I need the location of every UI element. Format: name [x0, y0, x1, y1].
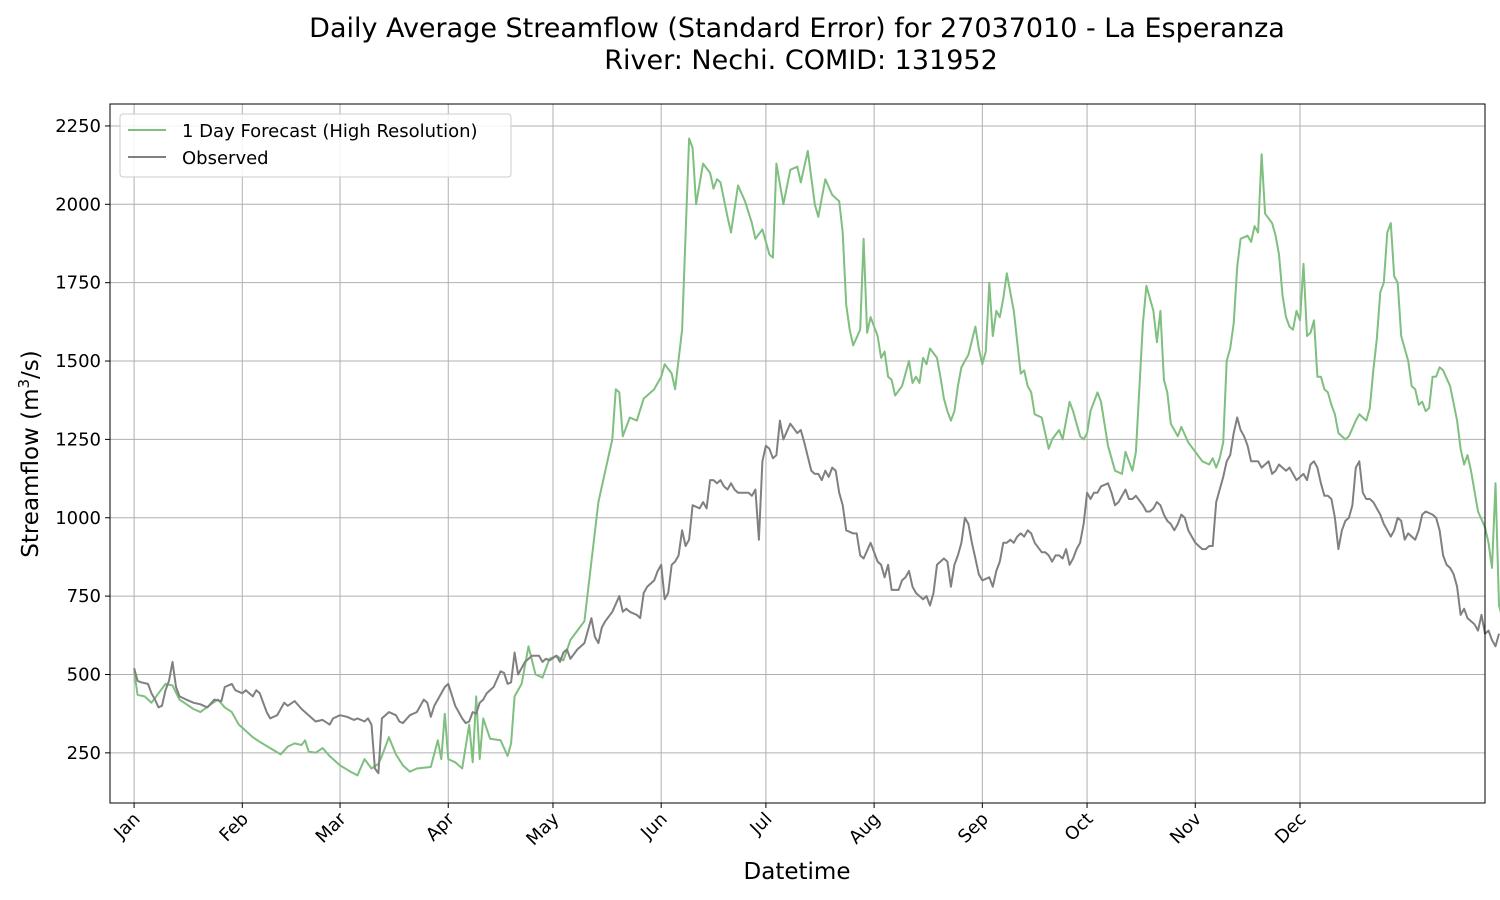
- y-axis-label-end: /s): [18, 350, 44, 379]
- chart-title-line-1: Daily Average Streamflow (Standard Error…: [309, 13, 1285, 44]
- plot-frame: [109, 103, 1486, 804]
- series-lines: [133, 137, 1500, 777]
- y-tick-label: 1000: [55, 508, 101, 529]
- y-tick-label: 1250: [55, 429, 101, 450]
- y-tick-label: 750: [67, 586, 101, 607]
- y-tick-label: 250: [67, 743, 101, 764]
- x-axis-label: Datetime: [744, 859, 851, 885]
- y-tick-label: 1500: [55, 351, 101, 372]
- y-axis-label-main: Streamflow (m: [18, 388, 44, 557]
- legend: 1 Day Forecast (High Resolution) Observe…: [119, 113, 512, 178]
- observed-series-line: [133, 416, 1500, 775]
- y-tick-label: 500: [67, 664, 101, 685]
- legend-box: [119, 113, 512, 178]
- forecast-series-line: [133, 137, 1500, 777]
- legend-label-observed: Observed: [182, 148, 269, 169]
- legend-label-forecast: 1 Day Forecast (High Resolution): [182, 121, 478, 142]
- y-tick-label: 2250: [55, 116, 101, 137]
- y-tick-label: 2000: [55, 194, 101, 215]
- y-axis-label-superscript: 3: [15, 379, 33, 389]
- y-axis-label: Streamflow (m3/s): [15, 350, 44, 558]
- y-tick-label: 1750: [55, 273, 101, 294]
- y-axis: 250 500 750 1000 1250 1500 1750 2000 2250: [55, 116, 110, 764]
- chart-title-line-2: River: Nechi. COMID: 131952: [604, 45, 998, 76]
